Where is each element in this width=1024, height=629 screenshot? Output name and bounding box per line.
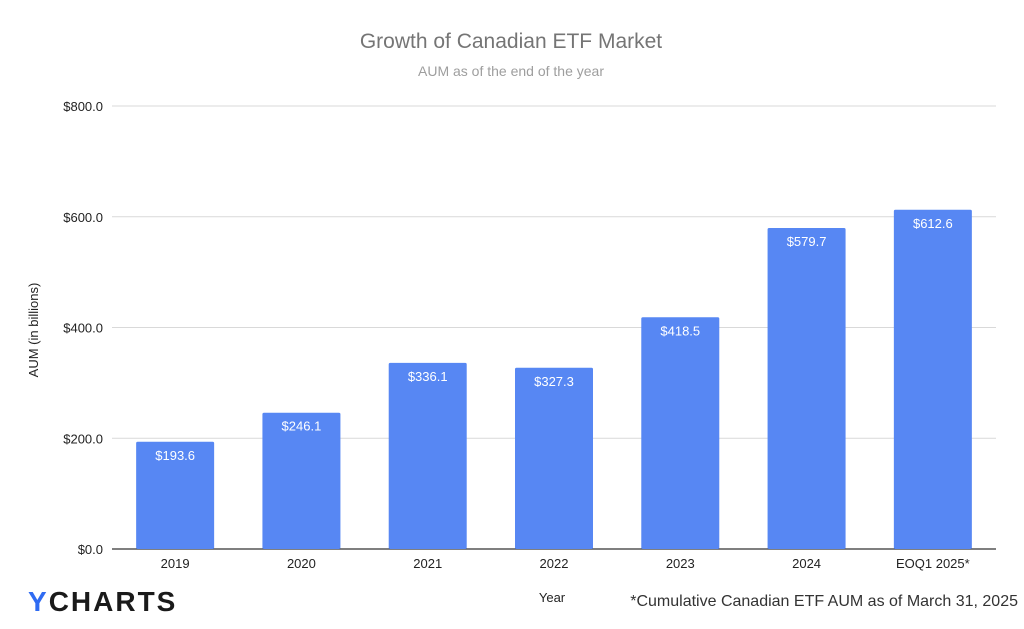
x-tick-label: 2020 xyxy=(287,556,316,571)
data-label: $579.7 xyxy=(787,234,827,249)
logo-y: Y xyxy=(28,586,49,617)
x-tick-label: 2023 xyxy=(666,556,695,571)
chart-subtitle: AUM as of the end of the year xyxy=(418,63,604,79)
x-tick-label: 2024 xyxy=(792,556,821,571)
x-tick-label: 2019 xyxy=(161,556,190,571)
x-tick-label: EOQ1 2025* xyxy=(896,556,970,571)
bar xyxy=(262,412,341,549)
bar xyxy=(388,362,467,549)
y-tick-label: $400.0 xyxy=(63,321,103,336)
x-axis-label: Year xyxy=(539,590,566,605)
x-tick-label: 2022 xyxy=(540,556,569,571)
data-label: $327.3 xyxy=(534,374,574,389)
ycharts-logo: YCHARTS xyxy=(28,588,177,616)
y-axis-label: AUM (in billions) xyxy=(26,283,41,378)
bar xyxy=(767,227,846,549)
bar xyxy=(515,367,593,549)
chart-title: Growth of Canadian ETF Market xyxy=(360,30,662,53)
y-tick-label: $0.0 xyxy=(78,542,103,557)
bar xyxy=(893,209,972,549)
footnote: *Cumulative Canadian ETF AUM as of March… xyxy=(630,593,1018,610)
data-label: $612.6 xyxy=(913,216,953,231)
x-tick-label: 2021 xyxy=(413,556,442,571)
y-tick-label: $800.0 xyxy=(63,99,103,114)
data-label: $336.1 xyxy=(408,369,448,384)
y-tick-label: $600.0 xyxy=(63,210,103,225)
data-label: $193.6 xyxy=(155,448,195,463)
data-label: $418.5 xyxy=(660,323,700,338)
logo-text: CHARTS xyxy=(48,586,178,617)
bar xyxy=(136,441,215,549)
data-label: $246.1 xyxy=(282,419,322,434)
y-tick-label: $200.0 xyxy=(63,431,103,446)
bar xyxy=(641,317,720,549)
